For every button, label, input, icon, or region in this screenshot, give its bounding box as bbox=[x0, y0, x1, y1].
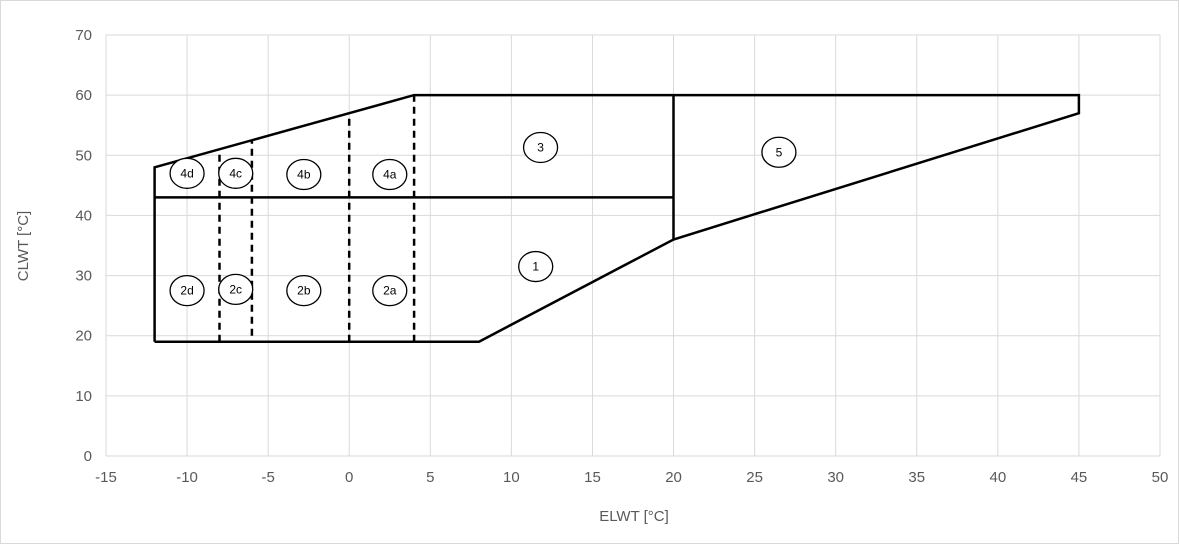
zone-label: 4d bbox=[180, 166, 193, 180]
envelope-boundary-line bbox=[153, 93, 1081, 343]
zone-circle bbox=[372, 274, 408, 307]
y-tick-label: 40 bbox=[75, 207, 92, 224]
zone-label: 2a bbox=[383, 284, 397, 298]
y-tick-label: 20 bbox=[75, 328, 92, 345]
y-tick-label: 50 bbox=[75, 147, 92, 164]
y-axis-title: CLWT [°C] bbox=[15, 211, 32, 281]
zone-circle bbox=[286, 158, 322, 191]
zone-marker-5: 5 bbox=[761, 136, 797, 168]
zone-marker-4b: 4b bbox=[286, 158, 322, 191]
zone-marker-2b: 2b bbox=[286, 274, 322, 307]
x-tick-label: -15 bbox=[95, 469, 117, 486]
zone-circle bbox=[518, 250, 554, 283]
zone-marker-2a: 2a bbox=[372, 274, 408, 307]
zone-label: 5 bbox=[776, 145, 783, 159]
x-tick-label: 30 bbox=[827, 469, 844, 486]
x-tick-label: 25 bbox=[746, 469, 763, 486]
zone-marker-4d: 4d bbox=[169, 157, 205, 189]
zone-circle bbox=[522, 131, 559, 164]
y-tick-label: 10 bbox=[75, 388, 92, 405]
x-tick-label: 0 bbox=[345, 469, 353, 486]
zone-circle bbox=[169, 274, 205, 307]
zone-circle bbox=[372, 158, 408, 191]
x-axis-title: ELWT [°C] bbox=[599, 508, 669, 525]
x-tick-label: 50 bbox=[1152, 469, 1169, 486]
zone-circle bbox=[286, 274, 322, 307]
y-tick-label: 30 bbox=[75, 268, 92, 285]
zone-label: 4c bbox=[229, 166, 242, 180]
y-tick-label: 70 bbox=[75, 27, 92, 44]
zone-label: 4a bbox=[383, 168, 397, 182]
zone-marker-4c: 4c bbox=[218, 157, 254, 189]
zone-label: 4b bbox=[297, 168, 311, 182]
zone-marker-2c: 2c bbox=[218, 273, 254, 306]
zone-label: 2b bbox=[297, 284, 311, 298]
x-tick-label: 10 bbox=[503, 469, 520, 486]
x-tick-label: -5 bbox=[261, 469, 274, 486]
zone-circle bbox=[218, 157, 254, 189]
zone-label: 3 bbox=[537, 140, 544, 154]
zone-marker-3: 3 bbox=[522, 131, 559, 164]
zone-marker-2d: 2d bbox=[169, 274, 205, 307]
x-tick-label: 40 bbox=[990, 469, 1007, 486]
y-tick-label: 0 bbox=[84, 448, 92, 465]
zone-marker-4a: 4a bbox=[372, 158, 408, 191]
zone-label: 1 bbox=[532, 260, 539, 274]
zone-label: 2c bbox=[229, 282, 242, 296]
zone-circle bbox=[169, 157, 205, 189]
x-tick-label: 45 bbox=[1071, 469, 1088, 486]
y-tick-label: 60 bbox=[75, 87, 92, 104]
x-tick-label: 20 bbox=[665, 469, 682, 486]
x-tick-label: 35 bbox=[908, 469, 925, 486]
zone-marker-1: 1 bbox=[518, 250, 554, 283]
x-tick-label: 15 bbox=[584, 469, 601, 486]
x-tick-label: 5 bbox=[426, 469, 434, 486]
zone-circle bbox=[761, 136, 797, 168]
zone-label: 2d bbox=[180, 284, 193, 298]
zone-circle bbox=[218, 273, 254, 306]
x-tick-label: -10 bbox=[176, 469, 198, 486]
